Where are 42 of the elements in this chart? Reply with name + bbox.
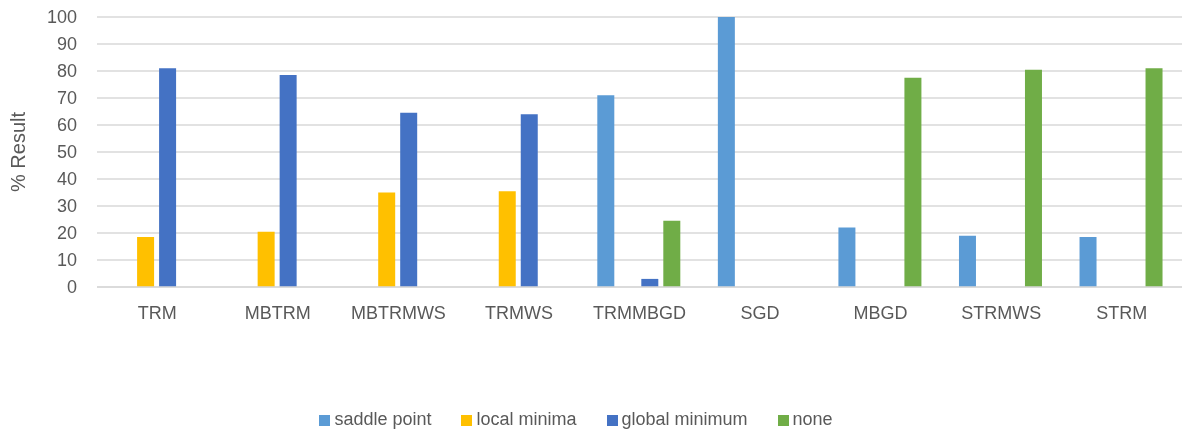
y-axis-title: % Result [7,111,29,193]
y-tick-label: 50 [56,142,77,163]
x-tick-label: MBGD [853,302,908,323]
y-tick-label: 30 [56,196,77,217]
bar [958,235,976,287]
bar [904,77,922,287]
x-tick-label: SGD [740,302,780,323]
bar [717,17,735,287]
bar [279,75,297,287]
x-tick-label: MBTRM [244,302,311,323]
y-tick-label: 20 [56,223,77,244]
x-tick-label: STRM [1096,302,1148,323]
bar [137,237,155,287]
bar [1079,237,1097,287]
x-tick-label: TRMMBGD [593,302,686,323]
x-tick-label: TRMWS [484,302,553,323]
bar [597,95,615,287]
legend-label: local minima [476,409,577,429]
bar [1145,68,1163,287]
x-tick-label: STRMWS [961,302,1042,323]
bar [378,192,396,287]
x-tick-label: TRM [137,302,177,323]
legend-label: global minimum [621,409,748,429]
y-tick-label: 60 [56,115,77,136]
legend-label: saddle point [334,409,432,429]
y-tick-label: 10 [56,250,77,271]
y-tick-label: 70 [56,88,77,109]
y-tick-label: 0 [66,277,77,298]
bar [257,231,275,287]
bar [838,227,856,287]
bar [498,191,516,287]
bar [663,220,681,287]
y-tick-label: 100 [46,7,77,28]
y-tick-label: 40 [56,169,77,190]
bar [400,112,418,287]
bar [159,68,177,287]
bar [1024,69,1042,287]
legend-label: none [792,409,833,429]
bar [520,114,538,287]
x-tick-label: MBTRMWS [350,302,446,323]
y-tick-label: 80 [56,61,77,82]
y-tick-label: 90 [56,34,77,55]
